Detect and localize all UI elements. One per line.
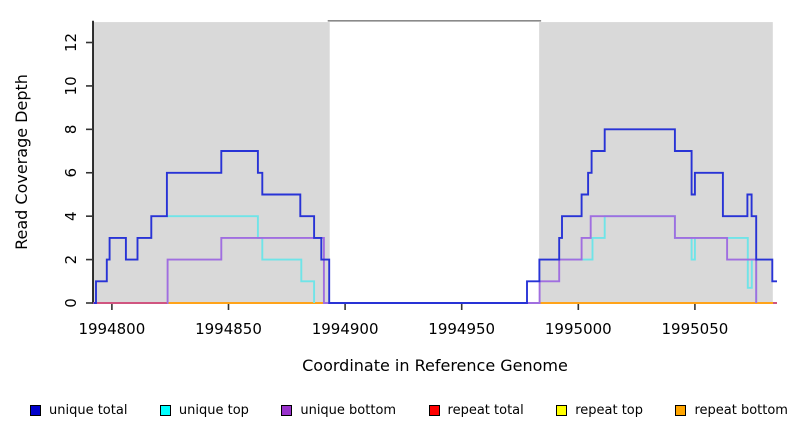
x-tick-label: 1994800 (78, 320, 145, 338)
legend-label: unique bottom (300, 402, 397, 418)
legend-swatch-repeat-total (428, 404, 440, 416)
y-tick-label: 12 (62, 33, 80, 52)
x-tick-label: 1994900 (312, 320, 379, 338)
legend-label: unique top (178, 402, 249, 418)
x-tick-label: 1994850 (195, 320, 262, 338)
legend-label: repeat bottom (694, 402, 788, 418)
legend-item-unique-total: unique total (30, 403, 127, 418)
legend-swatch-unique-bottom (281, 404, 293, 416)
legend-item-unique-top: unique top (159, 402, 249, 418)
series-line-unique-total (93, 128, 777, 304)
y-tick-label: 8 (62, 125, 80, 135)
legend-label: repeat total (447, 402, 524, 418)
legend-swatch-repeat-bottom (675, 404, 687, 416)
series-line-unique-top (559, 215, 758, 303)
legend-swatch-repeat-top (556, 404, 568, 416)
x-tick-label: 1995000 (545, 320, 612, 338)
legend-label: unique total (49, 402, 128, 418)
x-tick-label: 1994950 (428, 320, 495, 338)
legend-label: repeat top (575, 402, 643, 418)
legend-swatch-unique-top (159, 404, 171, 416)
legend-item-repeat-bottom: repeat bottom (675, 403, 788, 418)
series-line-unique-top (166, 215, 316, 303)
legend-item-repeat-total: repeat total (428, 402, 524, 418)
x-tick-label: 1995050 (662, 320, 729, 338)
x-axis-title: Coordinate in Reference Genome (302, 356, 568, 375)
shaded-region (93, 22, 330, 303)
legend-item-unique-bottom: unique bottom (281, 403, 396, 418)
chart-legend: unique total unique top unique bottom repea… (30, 399, 788, 421)
y-tick-label: 0 (62, 298, 80, 308)
y-tick-label: 4 (62, 211, 80, 221)
y-axis-title: Read Coverage Depth (12, 74, 31, 250)
shaded-region (539, 22, 773, 303)
y-tick-label: 10 (62, 76, 80, 95)
legend-swatch-unique-total (30, 404, 41, 416)
y-tick-label: 2 (62, 255, 80, 265)
legend-item-repeat-top: repeat top (556, 403, 643, 418)
y-tick-label: 6 (62, 168, 80, 178)
